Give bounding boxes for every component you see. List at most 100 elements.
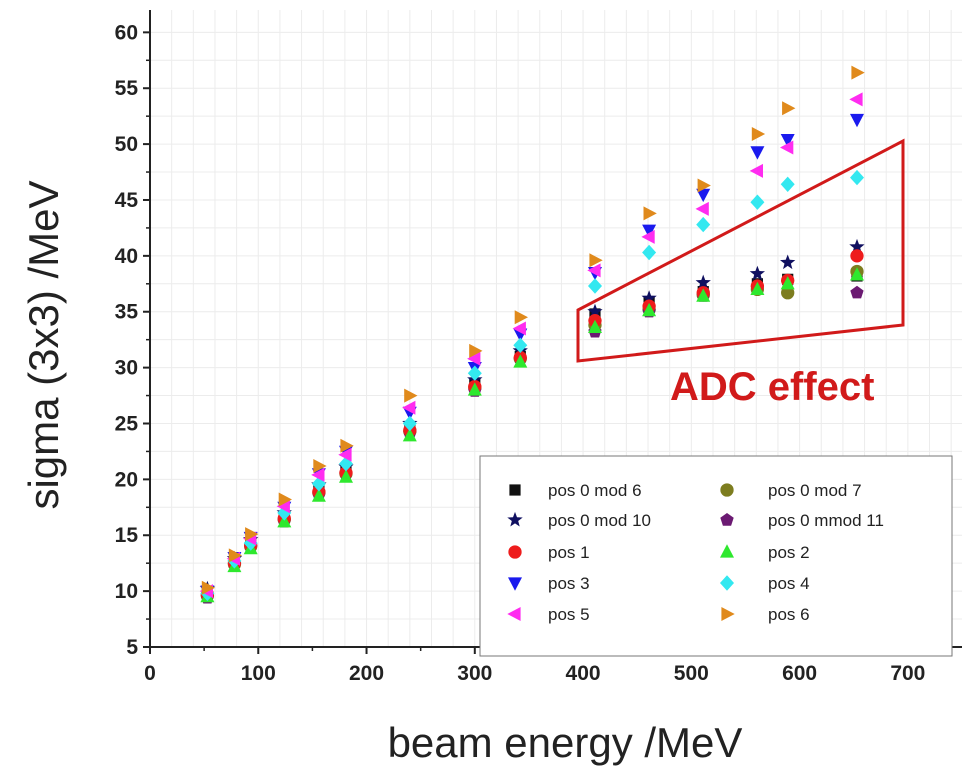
data-point xyxy=(277,514,292,528)
data-point xyxy=(850,113,864,128)
data-point xyxy=(338,447,352,462)
data-point xyxy=(781,286,795,300)
data-point xyxy=(749,265,765,281)
data-point xyxy=(849,92,863,107)
x-tick-label: 700 xyxy=(890,662,925,685)
data-point xyxy=(850,267,864,281)
data-point xyxy=(313,459,327,473)
data-point xyxy=(750,146,765,160)
y-tick-label: 30 xyxy=(115,357,138,380)
x-axis-title: beam energy /MeV xyxy=(388,719,743,766)
legend-label: pos 1 xyxy=(548,543,590,562)
data-point xyxy=(850,249,864,263)
data-point xyxy=(467,351,481,366)
legend-label: pos 5 xyxy=(548,605,590,624)
legend-label: pos 0 mmod 11 xyxy=(768,511,884,530)
y-tick-label: 25 xyxy=(115,412,139,435)
data-point xyxy=(780,254,796,270)
data-point xyxy=(697,178,711,193)
legend-marker xyxy=(721,607,735,621)
legend-marker xyxy=(508,545,522,559)
data-point xyxy=(404,388,418,403)
y-tick-label: 15 xyxy=(115,524,139,547)
legend-label: pos 3 xyxy=(548,574,590,593)
x-tick-label: 200 xyxy=(349,662,384,685)
data-point xyxy=(402,415,417,432)
data-point xyxy=(642,244,657,261)
y-tick-label: 50 xyxy=(115,133,138,156)
data-point xyxy=(588,278,602,294)
data-point xyxy=(402,400,416,415)
data-point xyxy=(750,194,765,210)
data-point xyxy=(311,488,326,502)
legend-marker xyxy=(720,544,734,558)
data-point xyxy=(402,428,417,442)
x-tick-label: 100 xyxy=(241,662,276,685)
data-point xyxy=(696,188,711,203)
data-point xyxy=(850,285,864,299)
data-point xyxy=(780,140,794,155)
data-point xyxy=(849,238,865,254)
data-point xyxy=(467,365,482,381)
legend-marker xyxy=(508,577,522,591)
data-point xyxy=(780,176,795,192)
data-point xyxy=(695,274,711,290)
y-tick-label: 40 xyxy=(115,245,138,268)
axes: 0 100 200 300 400 500 600 700 5 10 15 20 25 30 35 40 45 5… xyxy=(115,10,962,685)
data-point xyxy=(245,527,259,542)
data-point xyxy=(643,206,657,221)
legend-label: pos 0 mod 10 xyxy=(548,511,651,530)
data-points xyxy=(199,65,865,604)
data-point xyxy=(782,101,796,116)
data-point xyxy=(339,469,353,483)
legend-label: pos 4 xyxy=(768,574,810,593)
data-point xyxy=(642,302,657,317)
x-tick-label: 600 xyxy=(782,662,817,685)
data-point xyxy=(277,505,292,521)
x-tick-label: 400 xyxy=(566,662,601,685)
legend-marker xyxy=(720,483,734,497)
data-point xyxy=(589,253,603,268)
data-point xyxy=(587,263,601,278)
y-tick-label: 35 xyxy=(115,301,139,324)
legend-label: pos 0 mod 7 xyxy=(768,481,862,500)
data-point xyxy=(641,290,657,305)
data-point xyxy=(749,163,763,178)
legend-marker xyxy=(507,511,523,527)
legend-marker xyxy=(507,607,521,621)
legend-box xyxy=(479,455,953,657)
legend: pos 0 mod 6 pos 0 mod 7 pos 0 mod 10 pos 0 … xyxy=(479,455,953,657)
data-point xyxy=(228,548,243,563)
legend-label: pos 2 xyxy=(768,543,810,562)
x-tick-label: 300 xyxy=(457,662,492,685)
y-tick-label: 20 xyxy=(115,468,138,491)
data-point xyxy=(850,169,864,186)
data-point xyxy=(751,127,766,141)
legend-label: pos 6 xyxy=(768,605,810,624)
data-point xyxy=(340,438,354,453)
data-point xyxy=(851,65,865,80)
data-point xyxy=(641,229,655,244)
data-point xyxy=(587,303,603,319)
y-tick-label: 5 xyxy=(126,636,138,659)
data-point xyxy=(696,216,711,233)
y-tick-label: 55 xyxy=(115,77,139,100)
data-point xyxy=(469,343,483,358)
data-point xyxy=(512,321,526,336)
legend-label: pos 0 mod 6 xyxy=(548,481,642,500)
x-tick-label: 0 xyxy=(144,662,156,685)
data-point xyxy=(311,467,325,482)
y-tick-label: 60 xyxy=(115,21,138,44)
legend-marker xyxy=(509,484,521,496)
legend-marker xyxy=(720,575,734,591)
data-point xyxy=(278,492,292,507)
y-axis-title: sigma (3x3) /MeV xyxy=(20,180,67,509)
data-point xyxy=(588,319,602,333)
x-tick-label: 500 xyxy=(674,662,709,685)
data-point xyxy=(201,580,216,595)
data-point xyxy=(514,310,528,325)
series-9 xyxy=(201,65,865,595)
data-point xyxy=(780,276,795,290)
data-point xyxy=(513,337,528,353)
